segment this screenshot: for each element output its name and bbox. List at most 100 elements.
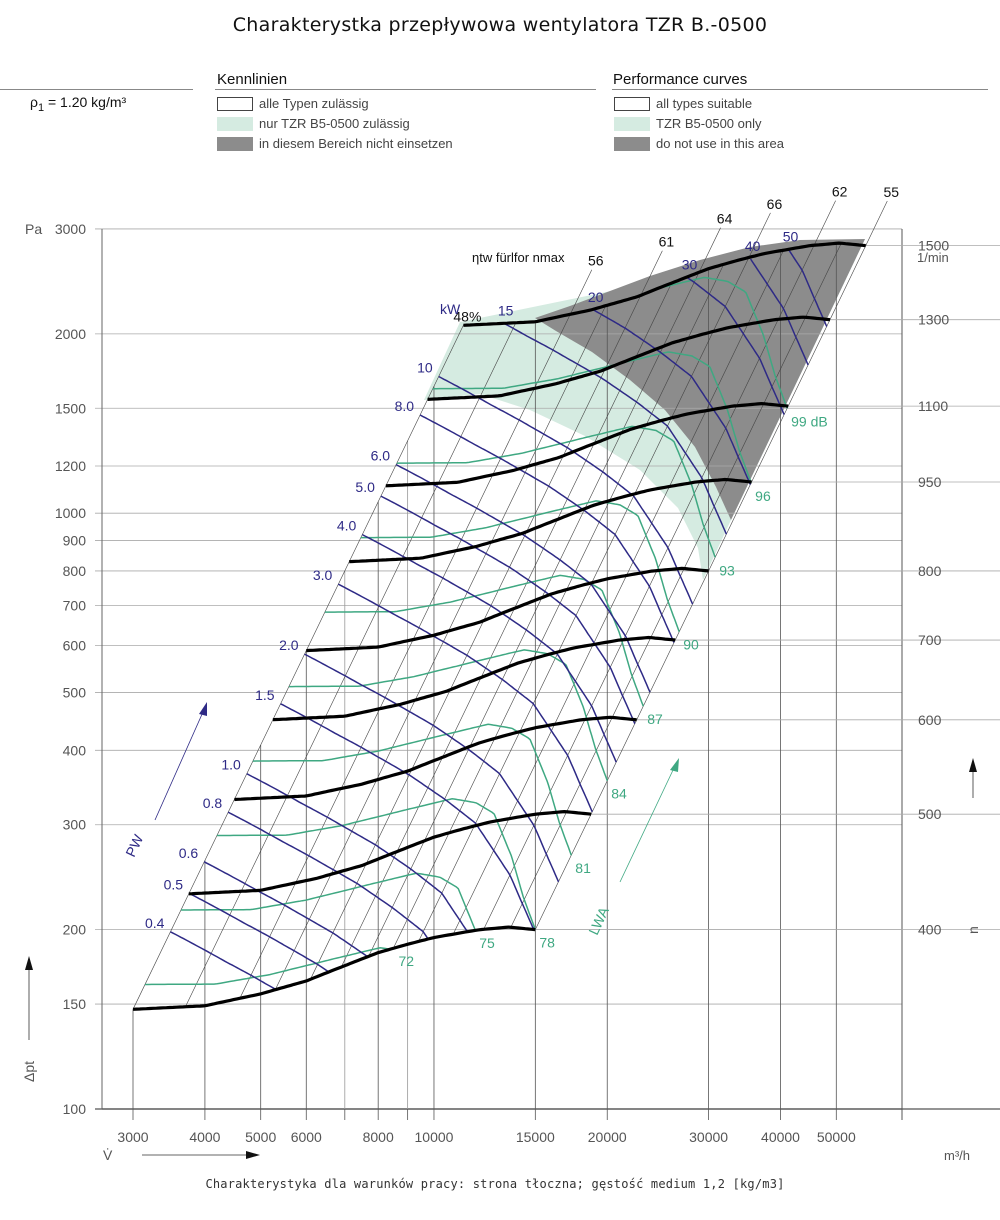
noise-curve (181, 872, 476, 931)
regions (424, 239, 865, 580)
noise-label: 75 (479, 935, 495, 951)
power-curve (361, 533, 617, 763)
power-curve (395, 463, 651, 693)
power-label: 20 (588, 289, 604, 305)
efficiency-label: 55 (883, 184, 899, 200)
efficiency-system-line (535, 200, 888, 930)
speed-curve-1500 (463, 241, 866, 327)
legend-swatch-gray (217, 136, 253, 151)
grid (95, 228, 1000, 1120)
y-arrow-head (25, 956, 33, 970)
efficiency-system-line (239, 269, 593, 999)
density-label: ρ1 = 1.20 kg/m³ (30, 94, 126, 114)
x-tick-label: 30000 (689, 1129, 728, 1145)
noise-curve (324, 574, 644, 707)
power-curves (170, 249, 828, 990)
y-tick-label: 1200 (55, 458, 86, 474)
x-tick-label: 3000 (117, 1129, 148, 1145)
power-unit-label: kW (440, 301, 461, 317)
density-value: = 1.20 kg/m³ (44, 94, 127, 110)
power-curve (280, 703, 536, 931)
y-tick-label: 2000 (55, 326, 86, 342)
density-subscript: 1 (37, 101, 45, 114)
power-label: 15 (498, 302, 514, 318)
speed-curves (132, 241, 866, 1011)
speed-curve-600 (234, 715, 637, 802)
power-label: 8.0 (395, 398, 415, 414)
speed-curve-500 (188, 809, 592, 896)
legend-item: do not use in this area (614, 136, 784, 151)
legend-label: all types suitable (656, 96, 753, 111)
speed-unit-label: 1/min (917, 250, 949, 265)
power-label: 40 (745, 238, 761, 254)
speed-curve-800 (306, 566, 709, 653)
noise-label: 78 (539, 935, 555, 951)
speed-tick-label: 600 (918, 712, 942, 728)
y-tick-label: 400 (63, 742, 87, 758)
noise-label: 81 (575, 860, 591, 876)
noise-curve (216, 798, 537, 930)
noise-curve (145, 947, 395, 986)
y-unit-label: Pa (25, 221, 42, 237)
speed-tick-label: 1300 (918, 312, 949, 328)
x-tick-label: 10000 (415, 1129, 454, 1145)
system-lines (132, 200, 888, 1010)
power-label: 3.0 (313, 567, 333, 583)
legend-label: alle Typen zulässig (259, 96, 369, 111)
x-tick-label: 15000 (516, 1129, 555, 1145)
power-curve (687, 277, 785, 415)
y-tick-label: 500 (63, 685, 87, 701)
efficiency-label: 62 (832, 184, 848, 200)
noise-label: 93 (719, 562, 735, 578)
power-curve (593, 309, 751, 485)
power-label: 0.5 (164, 876, 184, 892)
legend-swatch-gray (614, 136, 650, 151)
speed-tick-label: 1500 (918, 238, 949, 254)
chart-caption: Charakterystyka dla warunków pracy: stro… (205, 1177, 785, 1191)
power-curve (337, 583, 593, 813)
legend-swatch-green (217, 116, 253, 131)
efficiency-title: ηtw fürlfor nmax (472, 250, 565, 265)
divider (215, 89, 596, 90)
speed-tick-label: 950 (918, 474, 942, 490)
noise-arrow (619, 767, 675, 883)
legend-label: do not use in this area (656, 136, 784, 151)
legend-label: nur TZR B5-0500 zulässig (259, 116, 410, 131)
power-label: 6.0 (371, 448, 391, 464)
x-unit-label: m³/h (944, 1148, 970, 1163)
speed-tick-label: 500 (918, 806, 942, 822)
speed-tick-label: 1100 (918, 398, 948, 414)
y-tick-label: 900 (63, 532, 87, 548)
power-curve (188, 892, 331, 973)
right-axis-label: n (965, 926, 981, 934)
noise-curve (654, 276, 788, 409)
power-label: 0.6 (179, 845, 199, 861)
x-axis-label: V̇ (103, 1147, 113, 1163)
legend-item: TZR B5-0500 only (614, 116, 762, 131)
noise-label: 99 dB (791, 413, 828, 429)
speed-curve-700 (272, 635, 676, 722)
y-tick-label: 700 (63, 597, 87, 613)
y-tick-label: 800 (63, 563, 87, 579)
efficiency-label: 66 (767, 196, 783, 212)
efficiency-system-line (418, 212, 771, 942)
noise-curve (288, 649, 609, 781)
power-curve (380, 495, 636, 724)
power-axis-label: PW (122, 831, 146, 859)
power-arrow (154, 711, 204, 821)
speed-curve-1300 (427, 315, 831, 401)
chart-labels: 100 150 200 300 400 500 600 700 800 900 1000 1200 15… (21, 184, 981, 1163)
page-title: Charakterystka przepływowa wentylatora T… (232, 14, 768, 36)
power-label: 0.4 (145, 915, 165, 931)
speed-tick-label: 800 (918, 563, 942, 579)
y-tick-label: 1500 (55, 400, 86, 416)
x-tick-label: 40000 (761, 1129, 800, 1145)
power-label: 30 (682, 257, 698, 273)
noise-label: 96 (755, 488, 771, 504)
power-label: 10 (417, 360, 433, 376)
legend-heading-en: Performance curves (613, 71, 748, 88)
power-curve (787, 249, 828, 327)
y-tick-label: 300 (63, 817, 87, 833)
legend-item: alle Typen zulässig (217, 96, 369, 111)
